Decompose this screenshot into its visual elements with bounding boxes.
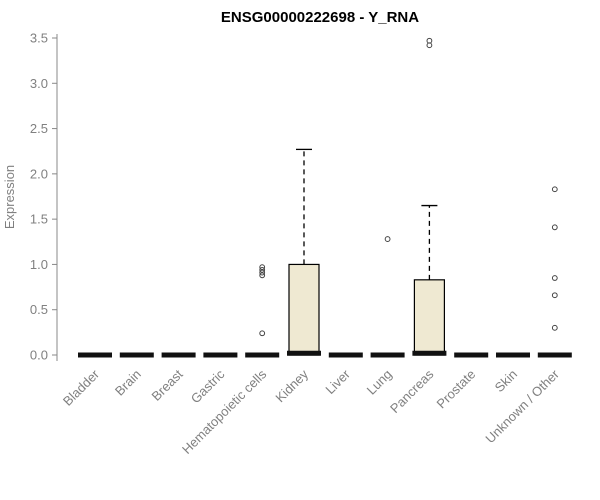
outlier-point [551, 292, 558, 299]
x-tick-label: Bladder [60, 366, 103, 409]
outlier-point [384, 236, 391, 242]
x-tick-label: Brain [112, 367, 144, 399]
y-tick-label: 3.0 [30, 76, 48, 91]
x-tick-label: Unknown / Other [482, 366, 562, 446]
y-tick-label: 2.5 [30, 121, 48, 136]
outlier-point [551, 324, 558, 331]
outlier-point [259, 264, 266, 271]
y-tick-label: 1.0 [30, 257, 48, 272]
outlier-point [551, 224, 558, 231]
outlier-point [426, 37, 433, 44]
x-tick-label: Gastric [188, 366, 228, 406]
x-tick-label: Breast [149, 366, 186, 403]
chart-title: ENSG00000222698 - Y_RNA [221, 9, 419, 26]
plot-group: 0.0 0.5 1.0 1.5 2.0 2.5 3.0 3.5 Bladder Brain Brea… [30, 31, 572, 457]
box [413, 279, 445, 356]
y-tick-label: 0.5 [30, 302, 48, 317]
y-tick-label: 2.0 [30, 166, 48, 181]
y-tick-label: 0.0 [30, 348, 48, 363]
x-tick-label: Prostate [433, 367, 478, 412]
y-tick-label: 1.5 [30, 212, 48, 227]
outlier-point [259, 269, 266, 276]
outlier-point [259, 272, 266, 279]
x-tick-label: Kidney [272, 366, 311, 405]
outlier-point [551, 186, 558, 193]
outlier-point [259, 266, 266, 273]
x-tick-label: Liver [322, 366, 353, 397]
y-axis-label: Expression [2, 165, 17, 229]
y-tick-label: 3.5 [30, 31, 48, 46]
x-tick-label: Lung [364, 367, 395, 398]
outlier-point [551, 275, 558, 281]
outlier-point [259, 330, 266, 337]
x-tick-label: Pancreas [387, 366, 437, 416]
box [288, 263, 320, 356]
x-tick-label: Skin [492, 367, 520, 395]
